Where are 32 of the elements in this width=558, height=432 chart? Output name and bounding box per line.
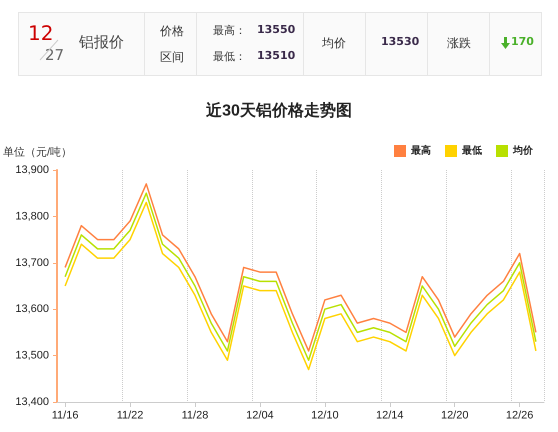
text: 最低： — [213, 49, 246, 64]
text: 13550 — [257, 23, 296, 36]
chart-title: 近30天铝价格走势图 — [205, 102, 352, 120]
text: 铝报价 — [79, 33, 124, 52]
y-tick-label: 13,600 — [15, 303, 49, 316]
x-tick-label: 12/04 — [246, 410, 274, 422]
x-tick-label: 12/26 — [506, 410, 534, 422]
legend-label: 均价 — [512, 144, 534, 156]
text: 13510 — [257, 49, 296, 62]
y-tick-label: 13,400 — [15, 396, 49, 408]
text: 最高： — [213, 23, 246, 38]
x-tick-label: 12/14 — [376, 410, 404, 422]
legend-label: 最高 — [410, 144, 431, 156]
x-tick-label: 12/20 — [440, 410, 468, 422]
text: 170 — [511, 35, 534, 48]
y-axis-title: 单位（元/吨） — [3, 146, 72, 158]
text: 涨跌 — [447, 35, 471, 52]
legend-label: 最低 — [461, 144, 482, 156]
y-tick-label: 13,500 — [15, 350, 49, 362]
x-tick-label: 11/16 — [52, 410, 78, 422]
x-tick-label: 11/22 — [116, 410, 144, 422]
text: 27 — [45, 46, 64, 64]
y-tick-label: 13,700 — [15, 256, 49, 269]
x-tick-label: 12/10 — [311, 410, 339, 422]
x-tick-label: 11/28 — [182, 410, 208, 422]
text: 13530 — [381, 35, 420, 48]
text: 区间 — [160, 49, 184, 66]
text: 均价 — [322, 35, 346, 52]
y-tick-label: 13,800 — [15, 210, 49, 222]
y-tick-label: 13,900 — [15, 164, 49, 176]
text: 价格 — [160, 23, 184, 40]
text: 12 — [28, 21, 54, 45]
